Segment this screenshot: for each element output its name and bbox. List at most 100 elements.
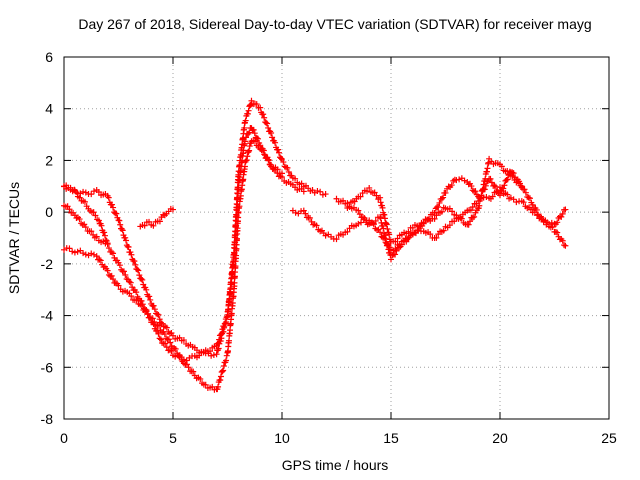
data-point <box>101 232 108 239</box>
data-point <box>438 195 445 202</box>
data-point <box>125 243 132 250</box>
data-point <box>88 250 95 257</box>
data-point <box>218 330 225 337</box>
data-point <box>81 198 88 205</box>
data-point <box>313 222 320 229</box>
data-point <box>405 228 412 235</box>
data-point <box>116 262 123 269</box>
data-point <box>219 368 226 375</box>
x-tick-label: 10 <box>274 430 290 446</box>
data-point <box>149 315 156 322</box>
data-point <box>307 214 314 221</box>
data-point <box>127 249 134 256</box>
data-point <box>302 210 309 217</box>
data-point <box>66 206 73 213</box>
data-point <box>156 218 163 225</box>
y-tick-label: -8 <box>41 411 54 427</box>
data-point <box>147 296 154 303</box>
data-point <box>355 207 362 214</box>
data-point <box>317 188 324 195</box>
data-point <box>215 383 222 390</box>
data-point <box>379 204 386 211</box>
data-point <box>155 322 162 329</box>
data-point <box>346 203 353 210</box>
data-point <box>90 251 97 258</box>
data-markers <box>61 97 569 393</box>
data-point <box>554 229 561 236</box>
data-point <box>377 194 384 201</box>
data-point <box>116 217 123 224</box>
data-point <box>281 163 288 170</box>
data-point <box>110 276 117 283</box>
data-series-6 <box>289 175 569 254</box>
data-point <box>264 155 271 162</box>
data-point <box>253 135 260 142</box>
data-point <box>298 180 305 187</box>
data-point <box>108 249 115 256</box>
data-series-8 <box>344 155 525 245</box>
x-tick-label: 25 <box>601 430 617 446</box>
data-point <box>260 111 267 118</box>
data-point <box>269 134 276 141</box>
data-point <box>190 368 197 375</box>
data-point <box>92 212 99 219</box>
data-point <box>469 204 476 211</box>
data-point <box>167 339 174 346</box>
data-point <box>244 110 251 117</box>
data-point <box>157 336 164 343</box>
data-point <box>120 268 127 275</box>
data-point <box>268 129 275 136</box>
data-point <box>119 227 126 234</box>
data-point <box>156 335 163 342</box>
y-tick-label: -2 <box>41 256 54 272</box>
data-point <box>510 196 517 203</box>
data-point <box>90 188 97 195</box>
data-point <box>102 237 109 244</box>
data-point <box>197 375 204 382</box>
axis-ticks: 0 5 10 15 20 25 -8 -6 -4 -2 0 2 4 6 <box>41 49 617 446</box>
data-point <box>458 215 465 222</box>
data-point <box>521 186 528 193</box>
data-point <box>420 220 427 227</box>
data-point <box>503 176 510 183</box>
data-point <box>66 245 73 252</box>
y-tick-label: -4 <box>41 308 54 324</box>
data-point <box>150 302 157 309</box>
data-point <box>76 194 83 201</box>
data-point <box>469 214 476 221</box>
data-point <box>217 331 224 338</box>
y-tick-label: 0 <box>45 204 53 220</box>
data-point <box>143 286 150 293</box>
data-point <box>215 340 222 347</box>
data-point <box>136 272 143 279</box>
data-point <box>389 252 396 259</box>
data-point <box>80 250 87 257</box>
data-point <box>559 210 566 217</box>
data-point <box>98 222 105 229</box>
data-point <box>344 228 351 235</box>
data-point <box>398 241 405 248</box>
data-point <box>97 257 104 264</box>
data-point <box>357 193 364 200</box>
data-point <box>433 234 440 241</box>
data-point <box>492 183 499 190</box>
data-point <box>504 176 511 183</box>
data-point <box>388 256 394 263</box>
data-point <box>215 345 222 352</box>
data-point <box>381 211 388 218</box>
data-point <box>246 129 253 136</box>
data-point <box>248 97 255 104</box>
data-point <box>549 223 556 230</box>
data-point <box>172 345 179 352</box>
data-point <box>435 203 442 210</box>
data-point <box>128 293 135 300</box>
data-point <box>261 114 268 121</box>
data-point <box>467 207 474 214</box>
data-point <box>467 218 474 225</box>
data-point <box>442 189 449 196</box>
chart-title: Day 267 of 2018, Sidereal Day-to-day VTE… <box>78 16 591 32</box>
data-point <box>170 206 176 213</box>
data-point <box>562 242 569 249</box>
data-point <box>180 337 187 344</box>
data-point <box>93 233 100 240</box>
